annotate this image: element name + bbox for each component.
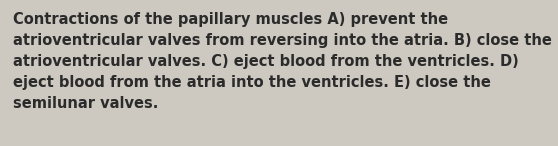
Text: eject blood from the atria into the ventricles. E) close the: eject blood from the atria into the vent…: [13, 75, 491, 90]
Text: atrioventricular valves from reversing into the atria. B) close the: atrioventricular valves from reversing i…: [13, 33, 552, 48]
Text: semilunar valves.: semilunar valves.: [13, 96, 158, 111]
Text: atrioventricular valves. C) eject blood from the ventricles. D): atrioventricular valves. C) eject blood …: [13, 54, 519, 69]
Text: Contractions of the papillary muscles A) prevent the: Contractions of the papillary muscles A)…: [13, 12, 448, 27]
